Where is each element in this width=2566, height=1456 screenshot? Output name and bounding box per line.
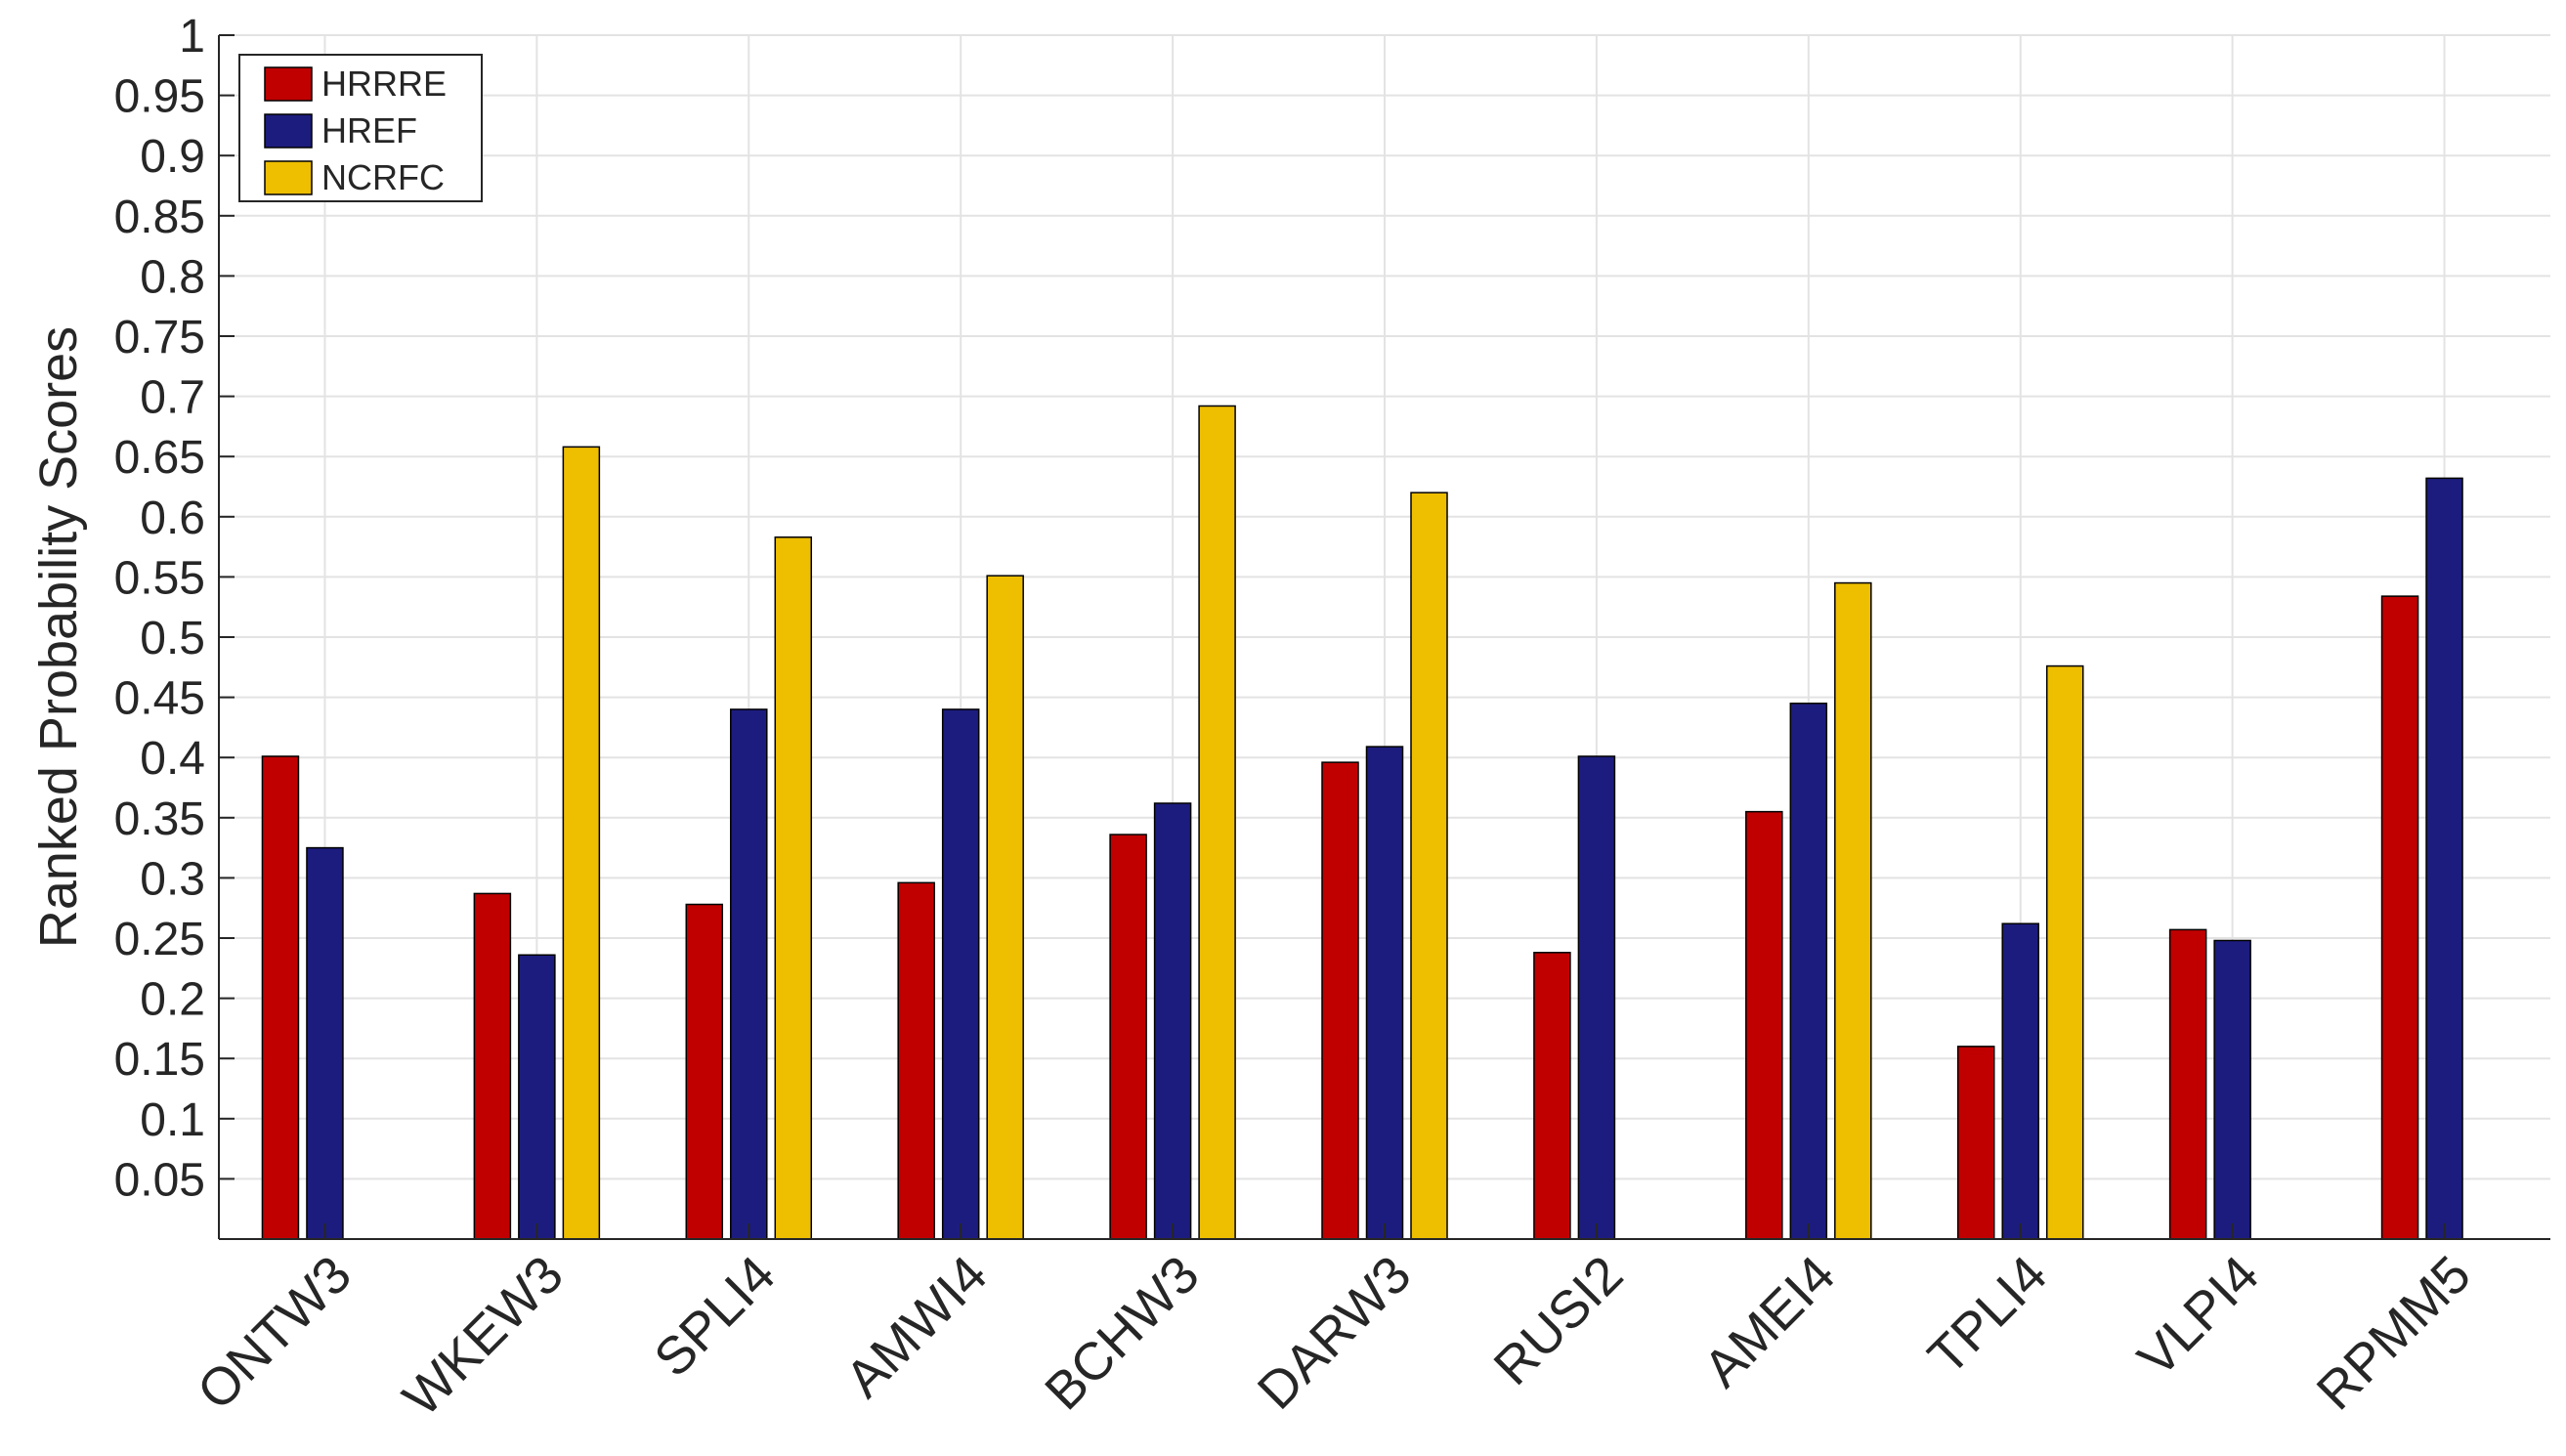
y-axis-title: Ranked Probability Scores <box>29 326 88 948</box>
x-tick-label: BCHW3 <box>1034 1245 1210 1421</box>
bar-hrrre-bchw3 <box>1109 834 1147 1240</box>
legend-label-ncrfc: NCRFC <box>321 157 445 197</box>
y-tick-label: 0.4 <box>140 733 205 785</box>
x-tick-label: SPLI4 <box>643 1245 786 1388</box>
bar-hrrre-rusi2 <box>1533 952 1571 1240</box>
bar-ncrfc-bchw3 <box>1198 405 1236 1240</box>
y-tick-label: 0.65 <box>114 432 205 484</box>
bar-hrrre-darw3 <box>1321 761 1359 1240</box>
y-tick-label: 0.45 <box>114 673 205 725</box>
x-tick-label: WKEW3 <box>392 1245 575 1428</box>
y-tick-label: 0.3 <box>140 853 205 905</box>
bar-hrrre-vlpi4 <box>2168 928 2207 1240</box>
bar-ncrfc-darw3 <box>1410 492 1448 1240</box>
legend-label-href: HREF <box>321 110 417 150</box>
x-tick-label: VLPI4 <box>2127 1245 2270 1388</box>
x-tick-label: AMWI4 <box>834 1245 999 1409</box>
bar-hrrre-wkew3 <box>473 892 512 1240</box>
y-tick-label: 0.1 <box>140 1094 205 1146</box>
y-tick-label: 0.25 <box>114 914 205 965</box>
bar-href-amwi4 <box>941 708 980 1240</box>
bar-ncrfc-wkew3 <box>562 446 601 1240</box>
bar-hrrre-ontw3 <box>261 755 300 1240</box>
y-tick-label: 0.55 <box>114 552 205 604</box>
bar-ncrfc-spli4 <box>774 535 813 1240</box>
x-tick-label: DARW3 <box>1247 1245 1423 1421</box>
y-tick-label: 0.15 <box>114 1034 205 1086</box>
bar-href-tpli4 <box>2001 922 2039 1240</box>
bar-hrrre-amwi4 <box>897 881 935 1240</box>
y-tick-label: 0.75 <box>114 312 205 364</box>
y-tick-label: 0.8 <box>140 251 205 303</box>
bar-ncrfc-tpli4 <box>2045 664 2084 1240</box>
x-tick-label: RUSI2 <box>1483 1245 1635 1396</box>
y-tick-label: 0.6 <box>140 492 205 544</box>
bar-href-amei4 <box>1789 703 1828 1240</box>
y-tick-label: 0.05 <box>114 1154 205 1206</box>
x-tick-label: TPLI4 <box>1917 1245 2058 1386</box>
bar-href-vlpi4 <box>2213 939 2251 1240</box>
y-tick-label: 1 <box>179 11 205 63</box>
legend-swatch-hrrre <box>264 66 313 102</box>
bar-hrrre-rpmm5 <box>2380 595 2419 1240</box>
bar-href-rusi2 <box>1577 755 1616 1240</box>
bar-href-bchw3 <box>1153 802 1192 1240</box>
y-tick-label: 0.85 <box>114 192 205 243</box>
bar-hrrre-spli4 <box>685 903 724 1240</box>
x-tick-label: RPMM5 <box>2306 1245 2482 1421</box>
bar-hrrre-amei4 <box>1745 810 1783 1240</box>
y-tick-label: 0.9 <box>140 131 205 183</box>
bar-ncrfc-amwi4 <box>986 575 1024 1240</box>
y-tick-label: 0.5 <box>140 613 205 664</box>
bar-href-rpmm5 <box>2425 477 2463 1240</box>
legend-label-hrrre: HRRRE <box>321 64 447 104</box>
y-tick-label: 0.7 <box>140 372 205 424</box>
bar-href-ontw3 <box>306 846 344 1240</box>
y-tick-label: 0.95 <box>114 71 205 123</box>
x-tick-label: AMEI4 <box>1692 1245 1846 1398</box>
bar-ncrfc-amei4 <box>1834 581 1872 1240</box>
bar-href-darw3 <box>1365 746 1404 1240</box>
bar-hrrre-tpli4 <box>1956 1046 1995 1240</box>
legend-swatch-ncrfc <box>264 160 313 195</box>
x-tick-label: ONTW3 <box>187 1245 363 1421</box>
legend-swatch-href <box>264 113 313 149</box>
bar-href-spli4 <box>730 708 768 1240</box>
y-tick-label: 0.35 <box>114 793 205 845</box>
bar-href-wkew3 <box>518 954 556 1240</box>
y-tick-label: 0.2 <box>140 974 205 1026</box>
